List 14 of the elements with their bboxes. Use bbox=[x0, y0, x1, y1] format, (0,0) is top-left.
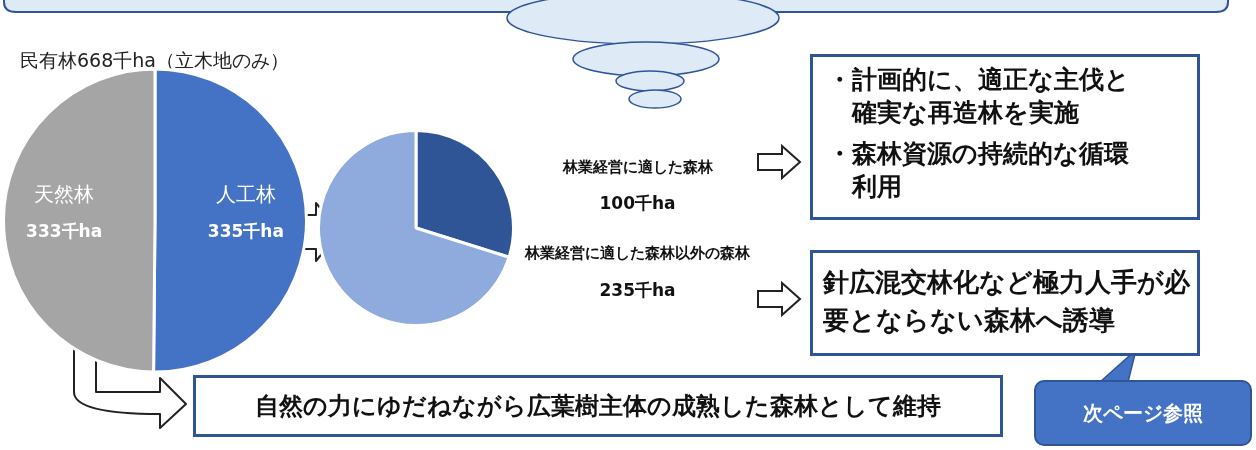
slice-label: 天然林 bbox=[34, 181, 95, 206]
text: ・森林資源の持続的な循環利用 bbox=[827, 138, 1130, 203]
slice-label: 林業経営に適した森林以外の森林 bbox=[524, 244, 751, 263]
data-label: 333千ha bbox=[26, 220, 103, 241]
text: 次ページ参照 bbox=[1034, 380, 1252, 446]
text: 自然の力にゆだねながら広葉樹主体の成熟した森林として維持 bbox=[193, 375, 1003, 437]
data-label: 335千ha bbox=[207, 220, 284, 241]
data-label: 235千ha bbox=[599, 279, 676, 300]
text: ・計画的に、適正な主伐と確実な再造林を実施 bbox=[827, 64, 1131, 129]
slice-label: 人工林 bbox=[215, 181, 276, 206]
slice-label: 林業経営に適した森林 bbox=[561, 157, 714, 176]
data-label: 100千ha bbox=[599, 193, 676, 214]
text: 針広混交林化など極力人手が必要とならない森林へ誘導 bbox=[810, 250, 1200, 356]
chart-title: 民有林668千ha（立木地のみ） bbox=[20, 48, 289, 73]
